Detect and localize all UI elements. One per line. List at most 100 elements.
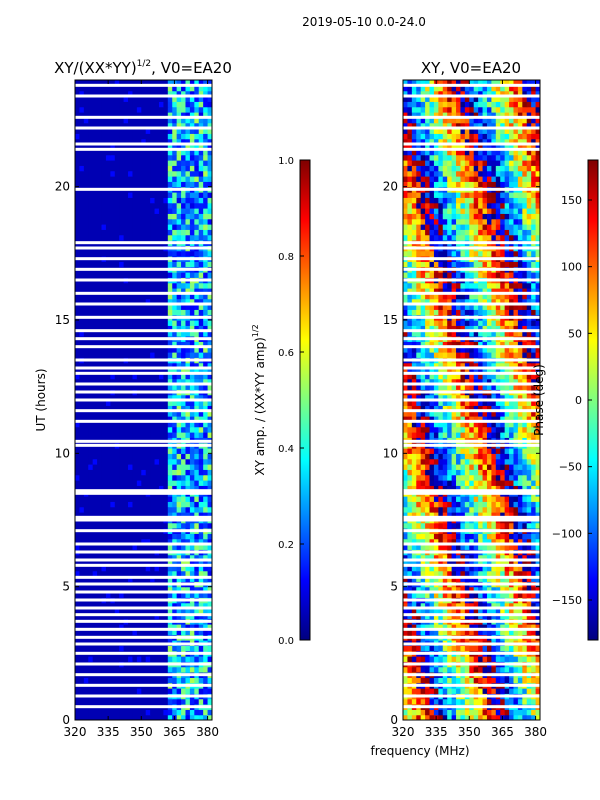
- amplitude-heat-cell: [101, 405, 107, 412]
- amplitude-heat-cell: [141, 538, 147, 545]
- amplitude-heat-cell: [123, 666, 129, 673]
- amplitude-heat-cell: [198, 122, 204, 129]
- amplitude-heat-cell: [176, 645, 182, 652]
- amplitude-heat-cell: [119, 656, 125, 662]
- amplitude-heat-cell: [198, 181, 204, 188]
- amplitude-heat-cell: [114, 112, 120, 118]
- amplitude-heat-cell: [181, 144, 187, 150]
- amplitude-heat-cell: [203, 80, 209, 86]
- amplitude-heat-cell: [119, 469, 125, 476]
- amplitude-heat-cell: [154, 202, 160, 209]
- amplitude-heat-cell: [83, 197, 89, 204]
- amplitude-heat-cell: [172, 432, 178, 438]
- amplitude-heat-cell: [145, 117, 151, 124]
- amplitude-heat-cell: [154, 330, 160, 337]
- amplitude-heat-cell: [132, 138, 138, 145]
- amplitude-heat-cell: [207, 309, 212, 316]
- amplitude-heat-cell: [172, 90, 178, 97]
- amplitude-heat-cell: [198, 101, 204, 108]
- amplitude-heat-cell: [136, 298, 142, 305]
- amplitude-heat-cell: [75, 480, 81, 486]
- amplitude-heat-cell: [79, 474, 85, 481]
- amplitude-heat-cell: [105, 522, 111, 529]
- amplitude-heat-cell: [203, 469, 209, 476]
- amplitude-heat-cell: [194, 192, 200, 198]
- amplitude-heat-cell: [128, 394, 134, 401]
- amplitude-heat-cell: [83, 421, 89, 428]
- amplitude-heat-cell: [83, 346, 89, 353]
- amplitude-heat-cell: [105, 698, 111, 705]
- phase-heat-cell: [447, 554, 453, 561]
- amplitude-heat-cell: [158, 144, 164, 150]
- amplitude-heat-cell: [163, 85, 169, 92]
- phase-heat-cell: [513, 576, 519, 582]
- amplitude-heat-cell: [145, 144, 151, 150]
- amplitude-heat-cell: [123, 485, 129, 492]
- amplitude-heat-cell: [83, 453, 89, 460]
- amplitude-heat-cell: [79, 565, 85, 572]
- amplitude-heat-cell: [150, 405, 156, 412]
- phase-heat-cell: [411, 533, 417, 540]
- amplitude-heat-cell: [136, 416, 142, 422]
- amplitude-heat-cell: [189, 453, 195, 460]
- amplitude-heat-cell: [97, 688, 103, 694]
- amplitude-heat-cell: [145, 533, 151, 540]
- phase-heat-cell: [416, 592, 422, 598]
- amplitude-heat-cell: [132, 416, 138, 422]
- phase-heat-cell: [438, 624, 444, 630]
- amplitude-heat-cell: [181, 346, 187, 353]
- amplitude-title-power: 1/2: [137, 59, 151, 69]
- amplitude-heat-cell: [128, 416, 134, 422]
- amplitude-heat-cell: [203, 656, 209, 662]
- phase-heat-cell: [456, 522, 462, 529]
- amplitude-heat-cell: [101, 288, 107, 294]
- amplitude-flag-row: [75, 241, 212, 245]
- phase-heat-cell: [473, 565, 479, 572]
- amplitude-heat-cell: [158, 538, 164, 545]
- amplitude-heat-cell: [123, 480, 129, 486]
- amplitude-heat-cell: [198, 432, 204, 438]
- amplitude-heat-cell: [189, 101, 195, 108]
- amplitude-heat-cell: [154, 96, 160, 102]
- phase-heat-cell: [495, 656, 501, 662]
- phase-heat-cell: [416, 666, 422, 673]
- amplitude-heat-cell: [97, 330, 103, 337]
- amplitude-heat-cell: [141, 293, 147, 300]
- amplitude-heat-cell: [92, 165, 98, 172]
- amplitude-heat-cell: [176, 533, 182, 540]
- phase-heat-cell: [433, 677, 439, 684]
- amplitude-heat-cell: [105, 224, 111, 230]
- amplitude-heat-cell: [176, 128, 182, 134]
- amplitude-heat-cell: [203, 149, 209, 156]
- amplitude-heat-cell: [128, 453, 134, 460]
- amplitude-heat-cell: [154, 234, 160, 241]
- amplitude-heat-cell: [154, 512, 160, 518]
- phase-heat-cell: [407, 592, 413, 598]
- amplitude-heat-cell: [163, 170, 169, 177]
- amplitude-heat-cell: [114, 656, 120, 662]
- amplitude-heat-cell: [105, 480, 111, 486]
- amplitude-heat-cell: [176, 122, 182, 129]
- amplitude-heat-cell: [101, 138, 107, 145]
- amplitude-heat-cell: [128, 560, 134, 566]
- amplitude-heat-cell: [136, 378, 142, 385]
- amplitude-heat-cell: [207, 197, 212, 204]
- phase-heat-cell: [509, 608, 515, 614]
- amplitude-heat-cell: [163, 688, 169, 694]
- amplitude-heat-cell: [92, 592, 98, 598]
- amplitude-heat-cell: [203, 400, 209, 406]
- phase-heat-cell: [451, 592, 457, 598]
- amplitude-heat-cell: [194, 208, 200, 214]
- amplitude-heat-cell: [136, 512, 142, 518]
- amplitude-heat-cell: [158, 101, 164, 108]
- amplitude-heat-cell: [110, 213, 116, 220]
- amplitude-heat-cell: [176, 133, 182, 140]
- amplitude-heat-cell: [203, 368, 209, 374]
- phase-heat-cell: [513, 592, 519, 598]
- amplitude-heat-cell: [194, 714, 200, 720]
- amplitude-heat-cell: [97, 293, 103, 300]
- amplitude-heat-cell: [110, 474, 116, 481]
- amplitude-flag-row: [75, 94, 212, 98]
- amplitude-heat-cell: [105, 282, 111, 289]
- amplitude-heat-cell: [207, 261, 212, 268]
